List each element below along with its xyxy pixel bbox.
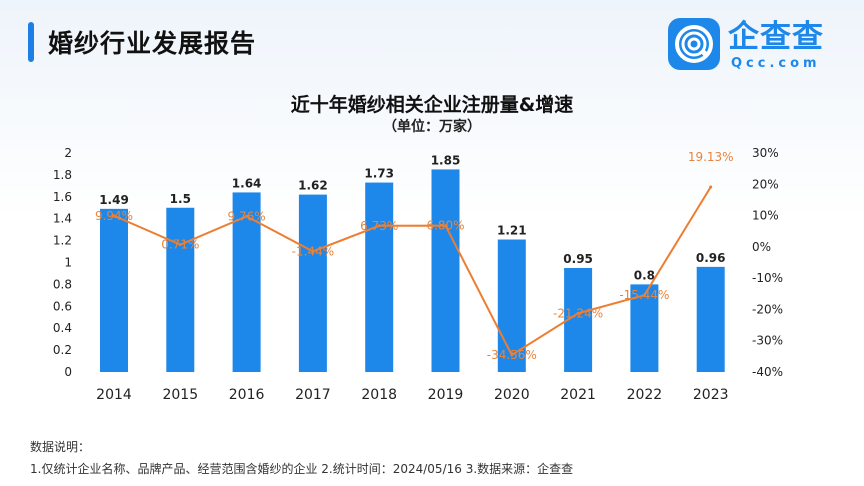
y-right-tick-label: 10% <box>752 209 779 223</box>
y-left-tick-label: 0.6 <box>53 299 72 313</box>
bar-value-label: 1.73 <box>364 167 394 181</box>
chart-subtitle: （单位：万家） <box>383 119 481 135</box>
y-left-tick-label: 0.2 <box>53 343 72 357</box>
y-left-tick-label: 1.4 <box>53 212 72 226</box>
growth-rate-label: -1.44% <box>292 244 334 258</box>
bar-value-label: 1.62 <box>298 179 328 193</box>
x-tick-label: 2019 <box>428 387 464 403</box>
x-tick-label: 2017 <box>295 387 331 403</box>
y-left-tick-label: 0.4 <box>53 321 72 335</box>
bar <box>696 266 725 372</box>
chart-title: 近十年婚纱相关企业注册量&增速 <box>290 94 574 116</box>
growth-rate-label: 0.71% <box>161 238 199 252</box>
bar-value-label: 0.95 <box>563 252 593 266</box>
growth-rate-point <box>311 249 315 253</box>
qcc-logo-icon <box>668 18 720 70</box>
bar <box>298 194 327 372</box>
y-left-tick-label: 0 <box>64 365 72 379</box>
y-right-tick-label: 30% <box>752 146 779 160</box>
growth-rate-point <box>178 243 182 247</box>
x-tick-label: 2020 <box>494 387 530 403</box>
x-tick-label: 2022 <box>627 387 663 403</box>
x-tick-label: 2014 <box>96 387 132 403</box>
growth-rate-label: 6.80% <box>426 219 464 233</box>
bar-value-label: 1.49 <box>99 193 129 207</box>
growth-rate-point <box>576 311 580 315</box>
x-tick-label: 2021 <box>560 387 596 403</box>
y-left-tick-label: 1 <box>64 256 72 270</box>
y-left-tick-label: 1.8 <box>53 168 72 182</box>
x-tick-label: 2016 <box>229 387 265 403</box>
y-right-tick-label: -20% <box>752 302 783 316</box>
growth-rate-point <box>510 353 514 357</box>
growth-rate-label: -15.44% <box>619 288 669 302</box>
notes-heading: 数据说明： <box>30 440 91 454</box>
y-right-tick-label: 20% <box>752 177 779 191</box>
growth-rate-point <box>245 214 249 218</box>
bar-value-label: 1.21 <box>497 224 527 238</box>
bar-value-label: 0.8 <box>634 268 655 282</box>
bar <box>431 169 460 372</box>
header-accent-bar <box>28 22 34 62</box>
y-right-tick-label: -40% <box>752 365 783 379</box>
bar-value-label: 1.5 <box>170 192 191 206</box>
growth-rate-point <box>444 224 447 228</box>
growth-rate-point <box>642 293 646 297</box>
page-header: 婚纱行业发展报告 <box>0 0 864 80</box>
y-left-tick-label: 0.8 <box>53 277 72 291</box>
growth-rate-label: -21.24% <box>553 306 603 320</box>
company-logo: 企查查 Qcc.com <box>668 18 848 71</box>
y-right-tick-label: -10% <box>752 271 783 285</box>
growth-rate-label: 9.94% <box>95 209 133 223</box>
y-right-tick-label: 0% <box>752 240 771 254</box>
y-right-tick-label: -30% <box>752 334 783 348</box>
y-left-tick-label: 1.6 <box>53 190 72 204</box>
page-title: 婚纱行业发展报告 <box>48 29 257 58</box>
y-left-tick-label: 2 <box>64 146 72 160</box>
x-tick-label: 2018 <box>361 387 397 403</box>
growth-rate-label: -34.56% <box>487 348 537 362</box>
data-notes: 数据说明： 1.仅统计企业名称、品牌产品、经营范围含婚纱的企业 2.统计时间：2… <box>30 436 573 480</box>
bar-value-label: 0.96 <box>696 251 726 265</box>
bar <box>630 284 659 372</box>
growth-rate-label: 6.73% <box>360 219 398 233</box>
growth-rate-point <box>709 185 713 189</box>
growth-rate-point <box>112 214 116 218</box>
logo-text-cn: 企查查 <box>728 19 824 55</box>
x-tick-label: 2015 <box>162 387 198 403</box>
bar <box>100 208 128 372</box>
bar-value-label: 1.64 <box>232 176 262 190</box>
y-left-tick-label: 1.2 <box>53 234 72 248</box>
growth-rate-label: 19.13% <box>688 150 734 164</box>
bar <box>365 182 394 372</box>
growth-rate-line <box>113 186 712 357</box>
growth-rate-point <box>377 224 381 228</box>
bar-value-label: 1.85 <box>431 153 461 167</box>
logo-text-en: Qcc.com <box>731 56 821 71</box>
notes-line: 1.仅统计企业名称、品牌产品、经营范围含婚纱的企业 2.统计时间：2024/05… <box>30 462 574 476</box>
x-tick-label: 2023 <box>693 387 729 403</box>
bar <box>166 207 195 372</box>
growth-rate-label: 9.76% <box>228 209 266 223</box>
